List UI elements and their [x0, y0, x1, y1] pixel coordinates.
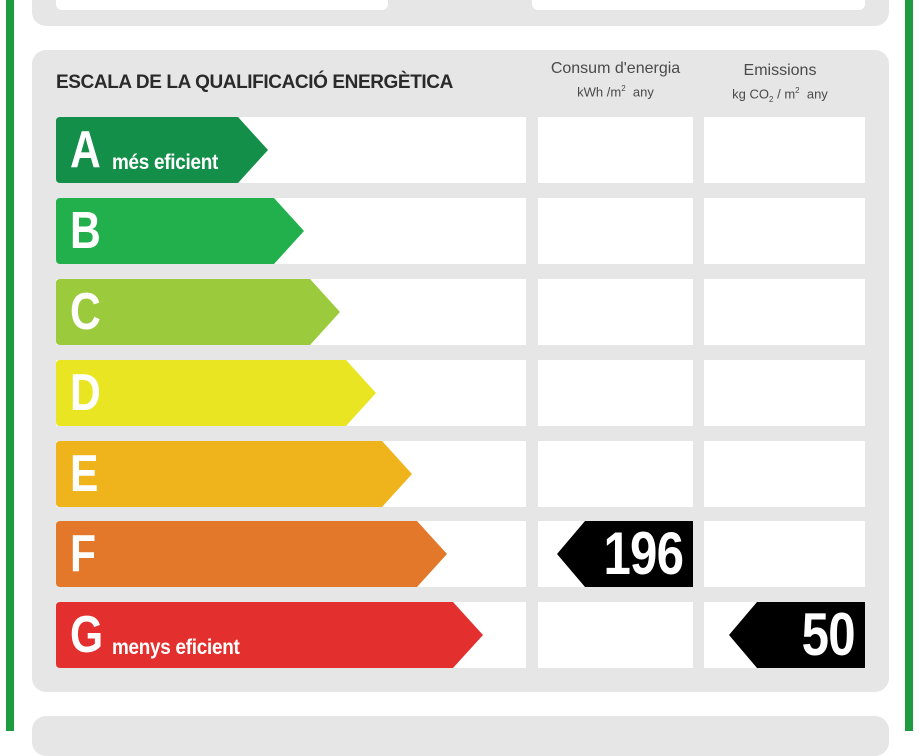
previous-section-panel: [32, 0, 889, 26]
class-arrow-f: F: [56, 521, 447, 587]
class-letter: D: [70, 364, 101, 422]
consum-title: Consum d'energia: [550, 60, 681, 77]
scale-title: ESCALA DE LA QUALIFICACIÓ ENERGÈTICA: [56, 72, 453, 93]
consum-cell-b: [538, 198, 693, 264]
class-arrow-b: B: [56, 198, 304, 264]
right-border: [905, 0, 913, 731]
class-label: més eficient: [112, 151, 219, 174]
class-letter: C: [70, 283, 101, 341]
consum-cell-g: [538, 602, 693, 668]
previous-cell: [532, 0, 865, 10]
consum-rating-badge: 196: [557, 521, 693, 587]
emissions-header: Emissions kg CO2 / m2 any: [704, 62, 856, 104]
class-arrow-e: E: [56, 441, 412, 507]
consum-cell-d: [538, 360, 693, 426]
emissions-cell-d: [704, 360, 865, 426]
class-arrow-c: C: [56, 279, 340, 345]
consum-cell-c: [538, 279, 693, 345]
emissions-cell-f: [704, 521, 865, 587]
previous-cell: [56, 0, 388, 10]
class-arrow-d: D: [56, 360, 376, 426]
emissions-cell-c: [704, 279, 865, 345]
emissions-title: Emissions: [743, 62, 817, 79]
next-section-panel: [32, 716, 889, 756]
class-letter: E: [70, 445, 99, 503]
consum-unit: kWh /m2 any: [577, 84, 654, 100]
class-letter: B: [70, 202, 101, 260]
emissions-unit: kg CO2 / m2 any: [732, 86, 828, 104]
class-letter: A: [70, 121, 101, 179]
class-label: menys eficient: [112, 636, 240, 659]
emissions-rating-badge-value: 50: [801, 601, 856, 668]
consum-cell-e: [538, 441, 693, 507]
consum-rating-badge-value: 196: [603, 520, 683, 587]
class-letter: F: [70, 525, 97, 583]
emissions-cell-a: [704, 117, 865, 183]
consum-cell-a: [538, 117, 693, 183]
class-letter: G: [70, 606, 104, 664]
consum-header: Consum d'energia kWh /m2 any: [538, 60, 693, 99]
emissions-rating-badge: 50: [729, 602, 865, 668]
left-border: [6, 0, 14, 731]
emissions-cell-e: [704, 441, 865, 507]
emissions-cell-b: [704, 198, 865, 264]
